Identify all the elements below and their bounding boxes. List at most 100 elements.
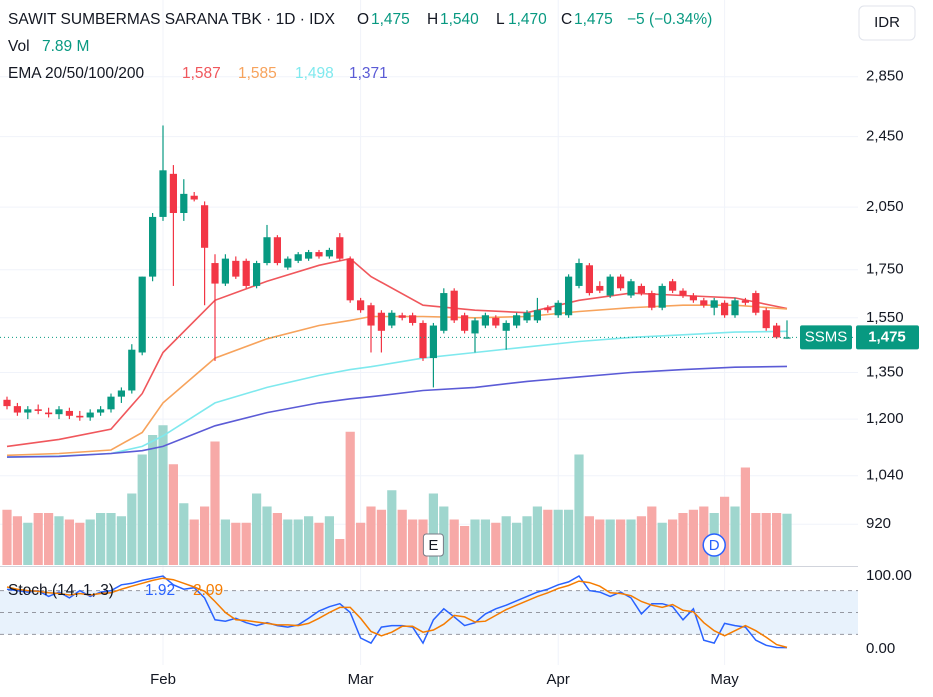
candle-body bbox=[315, 252, 323, 257]
currency-label[interactable]: IDR bbox=[874, 14, 900, 31]
high-value: 1,540 bbox=[440, 11, 479, 28]
ema-line bbox=[6, 365, 788, 458]
y-tick-label: 1,550 bbox=[866, 309, 904, 326]
last-price-badge bbox=[856, 325, 919, 350]
volume-bar bbox=[96, 513, 106, 565]
low-label: L bbox=[496, 11, 505, 28]
volume-bar bbox=[2, 509, 12, 565]
candle-body bbox=[648, 293, 656, 308]
volume-bar bbox=[189, 519, 199, 565]
volume-bar bbox=[782, 513, 792, 565]
candle-body bbox=[658, 285, 666, 308]
volume-bar bbox=[116, 516, 126, 565]
ema-value: 1,371 bbox=[349, 65, 388, 82]
candle-body bbox=[138, 276, 146, 353]
volume-bar bbox=[23, 522, 33, 565]
volume-bar bbox=[44, 513, 54, 565]
y-tick-label: 1,350 bbox=[866, 363, 904, 380]
symbol-badge bbox=[800, 325, 852, 350]
volume-bar bbox=[657, 522, 667, 565]
event-label[interactable]: E bbox=[428, 537, 438, 554]
volume-bar bbox=[564, 509, 574, 565]
ema-title: EMA 20/50/100/200 bbox=[8, 65, 145, 82]
volume-bar bbox=[678, 513, 688, 565]
volume-bar bbox=[553, 509, 563, 565]
close-value: 1,475 bbox=[574, 11, 613, 28]
volume-title: Vol bbox=[8, 38, 30, 55]
event-label[interactable]: D bbox=[709, 537, 720, 554]
volume-bar bbox=[345, 431, 355, 565]
candle-body bbox=[357, 300, 365, 311]
candle-body bbox=[523, 312, 531, 321]
y-tick-label: 1,200 bbox=[866, 410, 904, 427]
candle-body bbox=[180, 193, 188, 213]
candle-body bbox=[377, 312, 385, 331]
y-tick-label: 2,050 bbox=[866, 198, 904, 215]
volume-bar bbox=[106, 513, 116, 565]
volume-bar bbox=[626, 519, 636, 565]
candle-body bbox=[13, 406, 21, 413]
candle-body bbox=[419, 322, 427, 359]
volume-bar bbox=[127, 493, 137, 565]
volume-bar bbox=[241, 522, 251, 565]
candle-body bbox=[169, 173, 177, 213]
volume-bar bbox=[501, 516, 511, 565]
price-axis: 2,850 2,450 2,050 1,750 1,550 1,350 1,200 1,040… bbox=[866, 68, 912, 657]
event-marker[interactable] bbox=[422, 533, 444, 557]
header: SAWIT SUMBERMAS SARANA TBK · 1D · IDX O … bbox=[8, 11, 712, 599]
ema-lines bbox=[6, 257, 788, 458]
candle-body bbox=[190, 195, 198, 200]
volume-bar bbox=[283, 519, 293, 565]
stoch-title: Stoch (14, 1, 3) bbox=[8, 582, 114, 599]
volume-bar bbox=[522, 516, 532, 565]
volume-bar bbox=[574, 454, 584, 565]
candle-body bbox=[554, 302, 562, 316]
candle-body bbox=[346, 258, 354, 301]
candles bbox=[3, 125, 791, 421]
candle-body bbox=[762, 310, 770, 329]
candle-body bbox=[398, 315, 406, 318]
candle-body bbox=[721, 302, 729, 316]
stoch-tick-label: 100.00 bbox=[866, 567, 912, 584]
candle-body bbox=[513, 315, 521, 326]
stoch-value: 1.92 bbox=[145, 582, 175, 599]
candle-body bbox=[440, 293, 448, 331]
candle-body bbox=[149, 216, 157, 277]
stoch-tick-label: 0.00 bbox=[866, 640, 895, 657]
volume-bar bbox=[168, 464, 178, 565]
x-tick-label: Feb bbox=[150, 671, 176, 688]
candle-body bbox=[565, 276, 573, 316]
candle-body bbox=[669, 281, 677, 291]
volume-bar bbox=[439, 506, 449, 565]
candle-body bbox=[533, 310, 541, 321]
stoch-line bbox=[6, 577, 788, 649]
volume-bar bbox=[366, 506, 376, 565]
volume-bar bbox=[293, 519, 303, 565]
candle-body bbox=[429, 325, 437, 359]
candle-body bbox=[325, 249, 333, 257]
volume-bar bbox=[772, 513, 782, 565]
candle-body bbox=[679, 290, 687, 296]
candle-body bbox=[242, 260, 250, 286]
volume-bar bbox=[595, 519, 605, 565]
candle-body bbox=[367, 305, 375, 326]
y-tick-label: 1,750 bbox=[866, 261, 904, 278]
volume-bar bbox=[252, 493, 262, 565]
ema-line bbox=[6, 330, 788, 458]
currency-button[interactable] bbox=[858, 5, 916, 41]
candle-body bbox=[201, 205, 209, 248]
volume-bar bbox=[460, 526, 470, 565]
event-marker[interactable] bbox=[702, 533, 726, 557]
candle-body bbox=[86, 412, 94, 418]
volume-bar bbox=[720, 496, 730, 565]
volume-bar bbox=[543, 509, 553, 565]
candle-body bbox=[107, 396, 115, 410]
volume-bar bbox=[304, 516, 314, 565]
candle-body bbox=[117, 390, 125, 397]
candle-body bbox=[783, 337, 791, 339]
candle-body bbox=[128, 349, 136, 391]
symbol-title: SAWIT SUMBERMAS SARANA TBK · 1D · IDX bbox=[8, 11, 336, 28]
candle-body bbox=[700, 300, 708, 306]
volume-bar bbox=[387, 490, 397, 565]
